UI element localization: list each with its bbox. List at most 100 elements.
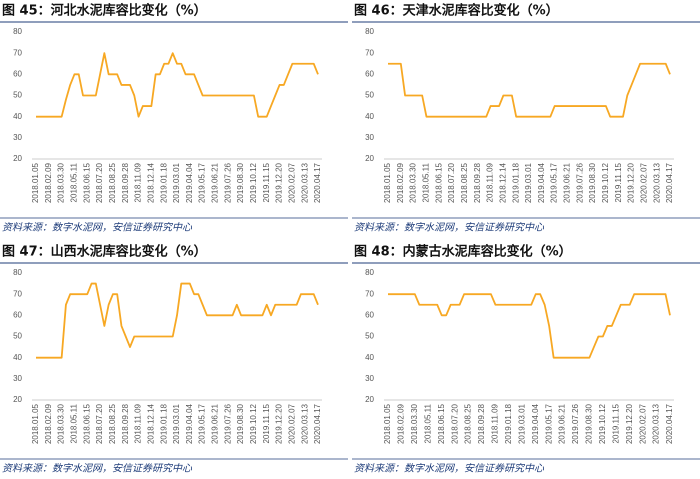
chart-title: 图 48：内蒙古水泥库容比变化（%）: [354, 244, 572, 260]
x-tick-label: 2020.03.13: [300, 162, 309, 203]
x-tick-label: 2018.11.09: [134, 162, 143, 202]
x-tick-label: 2020.03.13: [652, 162, 661, 203]
y-tick-label: 50: [13, 91, 22, 100]
x-tick-label: 2018.06.15: [434, 162, 443, 203]
x-tick-label: 2019.04.04: [531, 403, 540, 444]
y-tick-label: 40: [365, 353, 374, 362]
x-tick-label: 2019.03.01: [517, 403, 526, 444]
data-line: [36, 282, 319, 359]
data-line: [36, 52, 319, 118]
x-tick-label: 2019.12.20: [625, 403, 634, 444]
chart-panel: 图 45：河北水泥库容比变化（%） 资料来源：数字水泥网，安信证券研究中心 20 30…: [0, 3, 348, 234]
chart-title: 图 46：天津水泥库容比变化（%）: [354, 3, 559, 19]
x-tick-label: 2018.12.14: [146, 162, 155, 203]
y-tick-label: 20: [13, 154, 22, 163]
y-tick-label: 50: [365, 332, 374, 341]
x-tick-label: 2019.07.26: [575, 162, 584, 203]
x-tick-label: 2018.05.11: [70, 403, 79, 443]
y-tick-label: 60: [13, 310, 22, 319]
source-note: 资料来源：数字水泥网，安信证券研究中心: [354, 222, 545, 234]
x-tick-label: 2019.06.21: [211, 403, 220, 444]
y-tick-label: 50: [13, 332, 22, 341]
x-tick-label: 2018.07.20: [95, 162, 104, 203]
y-tick-label: 80: [13, 27, 22, 36]
x-tick-label: 2018.09.28: [121, 403, 130, 444]
x-tick-label: 2020.04.17: [665, 162, 674, 203]
x-tick-label: 2019.08.30: [236, 162, 245, 203]
x-tick-label: 2020.04.17: [665, 403, 674, 444]
y-tick-label: 20: [365, 395, 374, 404]
y-tick-label: 40: [13, 353, 22, 362]
x-tick-label: 2018.08.25: [108, 162, 117, 203]
x-tick-label: 2019.10.12: [598, 403, 607, 444]
chart-panel: 图 47：山西水泥库容比变化（%） 资料来源：数字水泥网，安信证券研究中心 20 30…: [0, 244, 348, 475]
data-line: [388, 62, 671, 118]
y-tick-label: 60: [13, 69, 22, 78]
x-tick-label: 2019.08.30: [585, 403, 594, 444]
x-tick-label: 2019.01.18: [159, 403, 168, 444]
y-tick-label: 20: [365, 154, 374, 163]
x-tick-label: 2018.08.25: [464, 403, 473, 444]
source-note: 资料来源：数字水泥网，安信证券研究中心: [2, 463, 193, 475]
x-tick-label: 2019.12.20: [275, 403, 284, 444]
x-tick-label: 2019.07.26: [223, 403, 232, 444]
y-tick-label: 70: [13, 289, 22, 298]
x-tick-label: 2019.12.20: [275, 162, 284, 203]
y-tick-label: 30: [365, 374, 374, 383]
x-tick-label: 2018.05.11: [422, 162, 431, 202]
x-tick-label: 2019.01.18: [504, 403, 513, 444]
x-tick-label: 2018.05.11: [423, 403, 432, 443]
x-tick-label: 2020.02.07: [287, 403, 296, 444]
x-tick-label: 2019.06.21: [211, 162, 220, 203]
x-tick-label: 2018.07.20: [447, 162, 456, 203]
x-tick-label: 2018.02.09: [44, 403, 53, 444]
x-tick-label: 2018.12.14: [146, 403, 155, 444]
x-tick-label: 2019.06.21: [558, 403, 567, 444]
x-tick-label: 2020.03.13: [300, 403, 309, 444]
x-tick-label: 2019.10.12: [601, 162, 610, 203]
x-tick-label: 2019.04.04: [537, 162, 546, 203]
x-tick-label: 2018.01.05: [31, 403, 40, 444]
x-tick-label: 2019.12.20: [627, 162, 636, 203]
x-tick-label: 2020.03.13: [652, 403, 661, 444]
x-tick-label: 2018.09.28: [121, 162, 130, 203]
chart-title: 图 47：山西水泥库容比变化（%）: [2, 244, 207, 260]
chart-panel: 图 48：内蒙古水泥库容比变化（%） 资料来源：数字水泥网，安信证券研究中心 20 3…: [352, 244, 700, 475]
y-tick-label: 30: [13, 374, 22, 383]
x-tick-label: 2018.05.11: [70, 162, 79, 202]
chart-title: 图 45：河北水泥库容比变化（%）: [2, 3, 207, 19]
x-tick-label: 2019.04.04: [185, 162, 194, 203]
x-tick-label: 2020.04.17: [313, 162, 322, 203]
y-tick-label: 80: [365, 27, 374, 36]
x-tick-label: 2018.01.05: [383, 403, 392, 444]
x-tick-label: 2020.04.17: [313, 403, 322, 444]
x-tick-label: 2019.03.01: [524, 162, 533, 203]
x-tick-label: 2018.09.28: [473, 162, 482, 203]
y-tick-label: 70: [365, 289, 374, 298]
x-tick-label: 2019.07.26: [223, 162, 232, 203]
x-tick-label: 2018.11.09: [486, 162, 495, 202]
y-tick-label: 70: [13, 48, 22, 57]
x-tick-label: 2019.03.01: [172, 403, 181, 444]
y-tick-label: 60: [365, 310, 374, 319]
x-tick-label: 2018.12.14: [498, 162, 507, 203]
x-tick-label: 2019.08.30: [236, 403, 245, 444]
x-tick-label: 2018.11.09: [134, 403, 143, 443]
x-tick-label: 2019.03.01: [172, 162, 181, 203]
y-tick-label: 80: [365, 268, 374, 277]
source-note: 资料来源：数字水泥网，安信证券研究中心: [354, 463, 545, 475]
x-tick-label: 2019.11.15: [614, 162, 623, 202]
x-tick-label: 2018.01.05: [31, 162, 40, 203]
x-tick-label: 2019.01.18: [511, 162, 520, 203]
x-tick-label: 2019.10.12: [249, 403, 258, 444]
y-tick-label: 40: [365, 112, 374, 121]
x-tick-label: 2019.08.30: [588, 162, 597, 203]
x-tick-label: 2018.08.25: [460, 162, 469, 203]
data-line: [388, 293, 671, 359]
x-tick-label: 2018.09.28: [477, 403, 486, 444]
y-tick-label: 70: [365, 48, 374, 57]
y-tick-label: 80: [13, 268, 22, 277]
x-tick-label: 2018.03.30: [57, 162, 66, 203]
x-tick-label: 2018.11.09: [491, 403, 500, 443]
x-tick-label: 2018.02.09: [397, 403, 406, 444]
